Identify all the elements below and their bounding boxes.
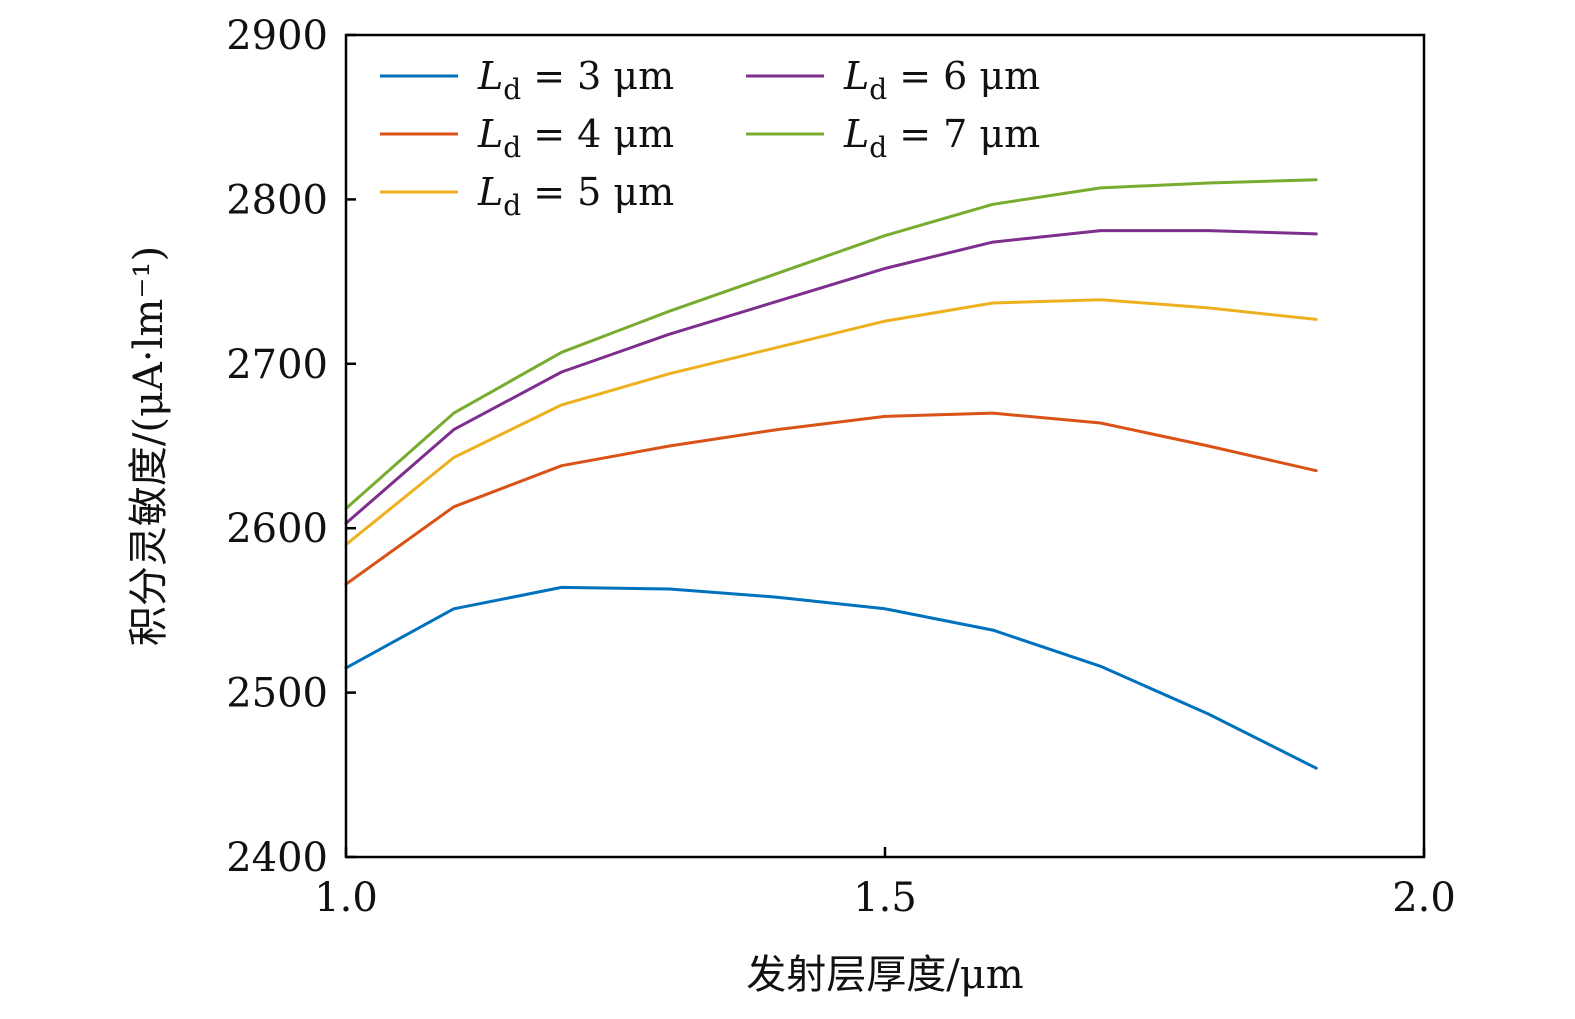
x-tick-label: 1.0 <box>314 875 378 921</box>
axis-ticks: 1.0 1.5 2.0 2400 2500 2600 2700 2800 2900 <box>226 13 1456 921</box>
series-line-2 <box>344 411 1318 586</box>
legend-label: Ld = 3 μm <box>477 54 674 106</box>
x-tick-label: 1.5 <box>853 875 917 921</box>
series-line-3 <box>344 298 1318 547</box>
y-tick-label: 2400 <box>226 835 328 881</box>
legend-label: Ld = 4 μm <box>477 112 674 164</box>
y-tick-label: 2500 <box>226 671 328 717</box>
legend-label: Ld = 5 μm <box>477 170 674 222</box>
y-tick-label: 2700 <box>226 342 328 388</box>
series-lines <box>344 178 1318 770</box>
series-line-4 <box>344 229 1318 525</box>
legend-label: Ld = 6 μm <box>843 54 1040 106</box>
y-tick-label: 2900 <box>226 13 328 59</box>
legend-label: Ld = 7 μm <box>843 112 1040 164</box>
y-tick-label: 2800 <box>226 177 328 223</box>
series-line-1 <box>344 585 1318 770</box>
series-line-5 <box>344 178 1318 510</box>
legend: Ld = 3 μm Ld = 4 μm Ld = 5 μm Ld = 6 μm Ld =… <box>380 54 1040 222</box>
x-axis-title: 发射层厚度/μm <box>746 952 1023 998</box>
y-axis-title: 积分灵敏度/(μA·lm⁻¹) <box>126 246 172 646</box>
y-tick-label: 2600 <box>226 506 328 552</box>
x-tick-label: 2.0 <box>1392 875 1456 921</box>
